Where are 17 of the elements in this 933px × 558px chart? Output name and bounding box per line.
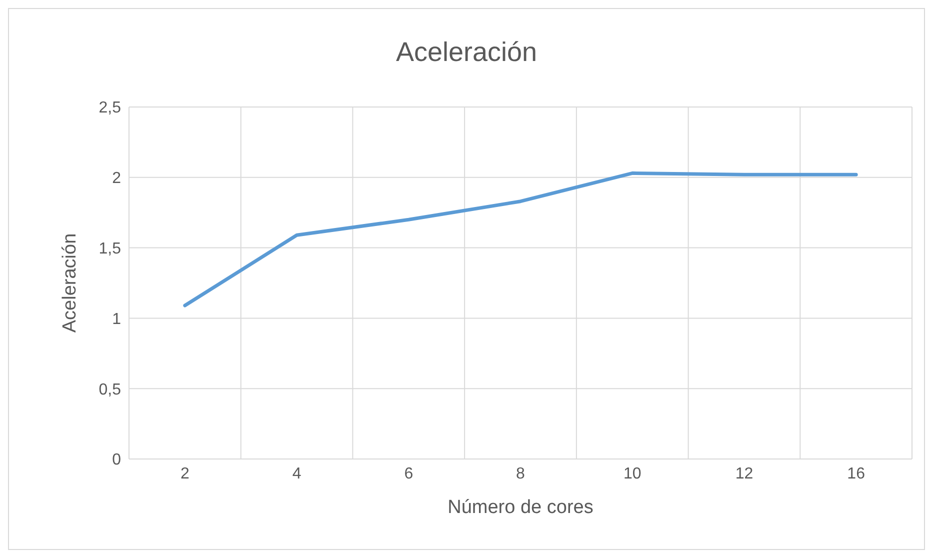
x-tick-label: 8 bbox=[516, 465, 526, 482]
y-tick-label: 2,5 bbox=[98, 100, 122, 117]
x-tick-label: 10 bbox=[623, 465, 642, 482]
y-tick-label: 0,5 bbox=[98, 381, 122, 398]
x-tick-label: 12 bbox=[735, 465, 754, 482]
y-axis-title: Aceleración bbox=[60, 233, 81, 333]
x-tick-label: 16 bbox=[847, 465, 866, 482]
y-tick-label: 1 bbox=[112, 310, 122, 328]
x-tick-label: 2 bbox=[180, 465, 190, 482]
x-axis-title: Número de cores bbox=[448, 497, 594, 518]
x-tick-label: 6 bbox=[404, 465, 414, 482]
x-tick-label: 4 bbox=[292, 465, 302, 482]
line-series bbox=[183, 171, 858, 308]
y-tick-label: 2 bbox=[112, 170, 122, 188]
y-tick-label: 1,5 bbox=[98, 240, 122, 258]
chart-title: Aceleración bbox=[394, 37, 538, 68]
y-tick-label: 0 bbox=[112, 452, 122, 469]
